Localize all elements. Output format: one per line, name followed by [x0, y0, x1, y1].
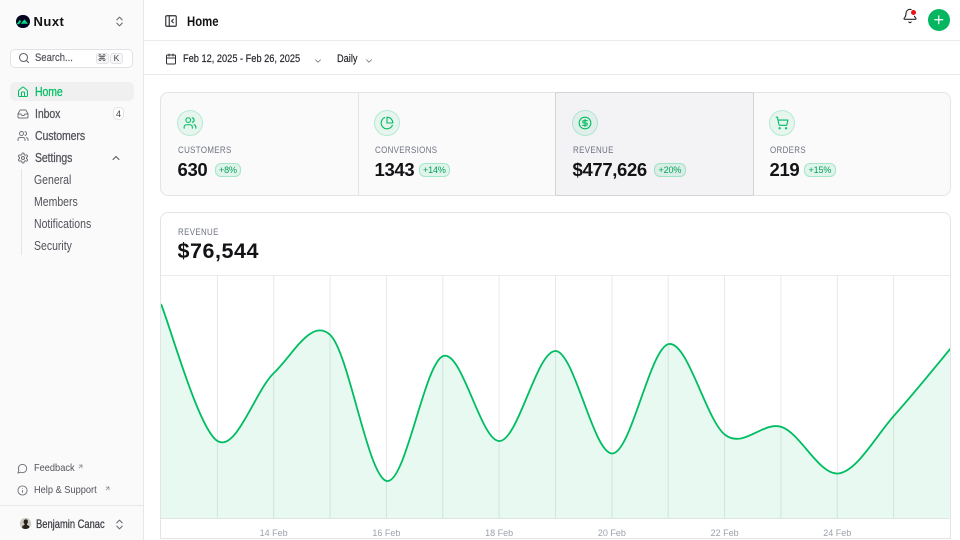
svg-text:14 Feb: 14 Feb: [260, 528, 288, 538]
svg-text:16 Feb: 16 Feb: [372, 528, 400, 538]
svg-text:22 Feb: 22 Feb: [711, 528, 739, 538]
svg-text:18 Feb: 18 Feb: [485, 528, 513, 538]
svg-text:24 Feb: 24 Feb: [823, 528, 851, 538]
svg-text:20 Feb: 20 Feb: [598, 528, 626, 538]
